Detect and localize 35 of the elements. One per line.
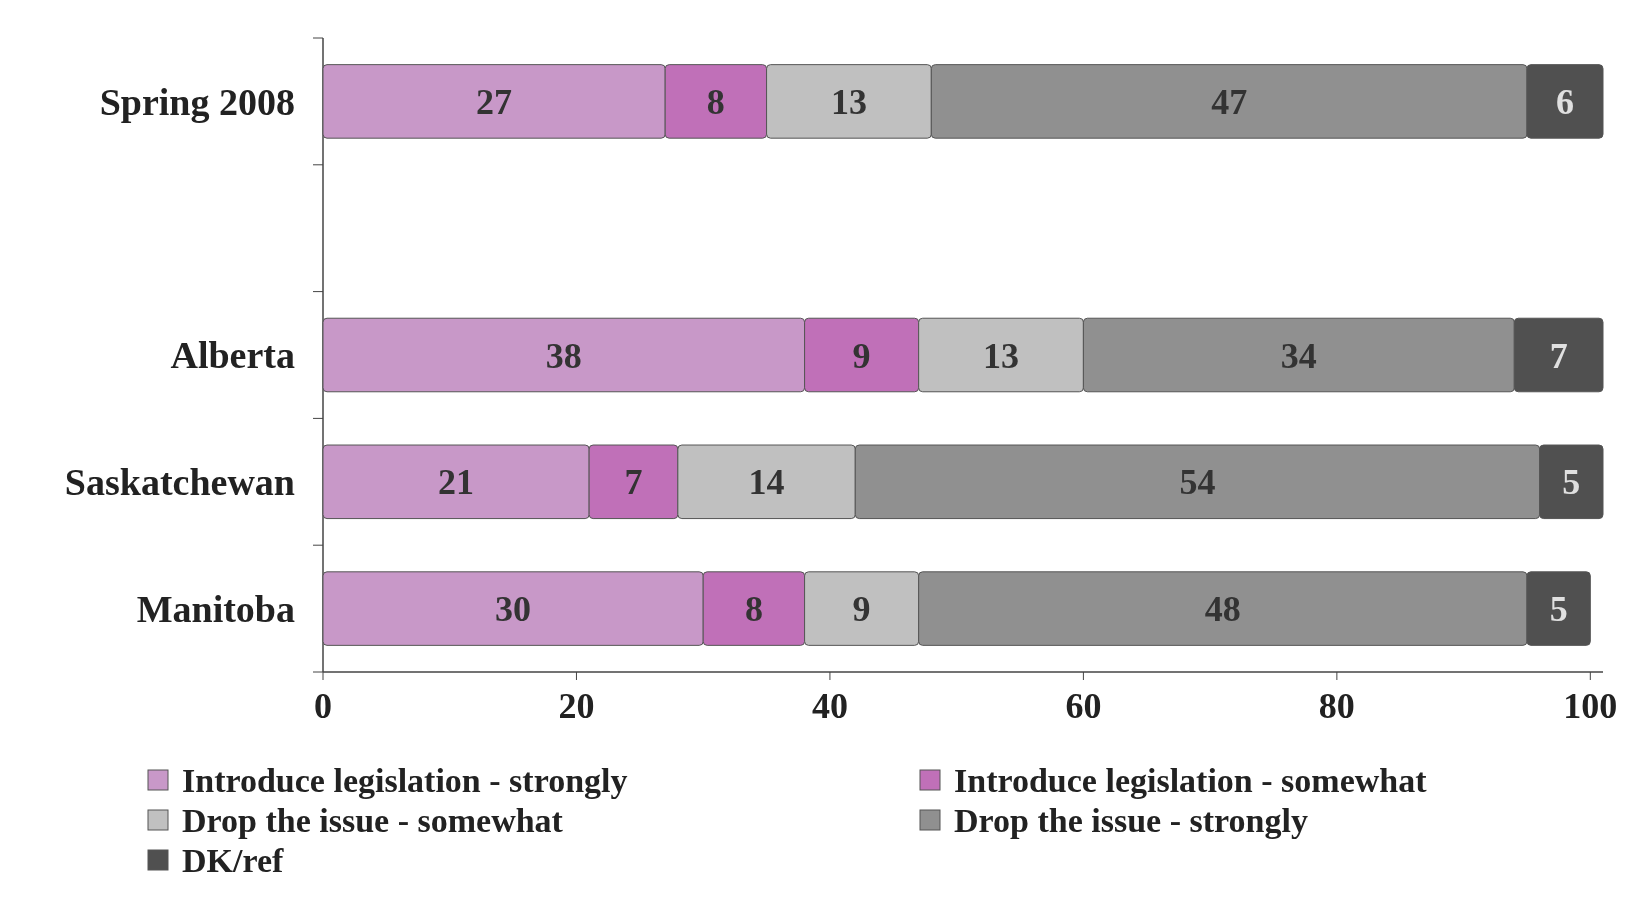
data-label: 9 xyxy=(852,335,871,376)
data-label: 6 xyxy=(1555,82,1574,122)
x-tick-label: 80 xyxy=(1318,686,1355,726)
data-label: 21 xyxy=(438,462,475,503)
data-label: 34 xyxy=(1280,335,1317,376)
data-label: 14 xyxy=(748,462,785,503)
y-tick-label: Manitoba xyxy=(136,587,295,630)
data-label: 47 xyxy=(1211,82,1248,122)
data-label: 8 xyxy=(744,589,763,630)
legend-label: Drop the issue - somewhat xyxy=(182,801,564,839)
data-label: 5 xyxy=(1562,462,1581,503)
y-tick-label: Alberta xyxy=(170,334,295,377)
x-tick-label: 100 xyxy=(1563,686,1618,726)
data-label: 5 xyxy=(1549,589,1568,630)
y-tick-label: Saskatchewan xyxy=(64,461,295,504)
data-label: 48 xyxy=(1204,589,1241,630)
x-tick-label: 0 xyxy=(314,686,332,726)
legend-label: Drop the issue - strongly xyxy=(954,801,1308,839)
legend-label: DK/ref xyxy=(182,841,285,879)
data-label: 13 xyxy=(830,82,867,122)
data-label: 38 xyxy=(545,335,582,376)
data-label: 8 xyxy=(706,82,725,122)
x-tick-label: 60 xyxy=(1065,686,1102,726)
legend-label: Introduce legislation - somewhat xyxy=(954,761,1428,799)
x-tick-label: 20 xyxy=(558,686,595,726)
legend-label: Introduce legislation - strongly xyxy=(182,761,628,799)
data-label: 7 xyxy=(624,462,643,503)
data-label: 27 xyxy=(476,82,513,122)
data-label: 30 xyxy=(495,589,532,630)
x-tick-label: 40 xyxy=(811,686,848,726)
y-tick-label: Spring 2008 xyxy=(99,80,295,123)
data-label: 13 xyxy=(983,335,1020,376)
data-label: 9 xyxy=(852,589,871,630)
data-label: 54 xyxy=(1179,462,1216,503)
data-label: 7 xyxy=(1549,335,1568,376)
